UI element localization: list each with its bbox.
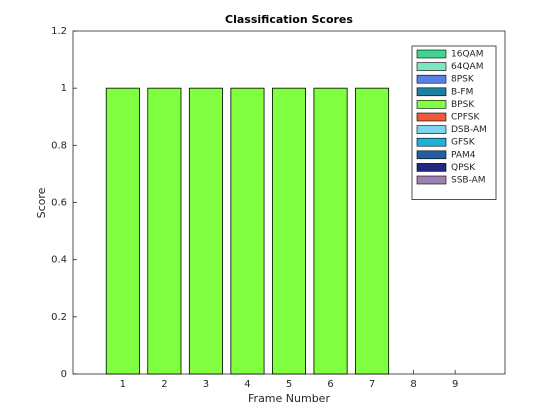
legend-swatch [416, 175, 447, 185]
legend-box [411, 45, 497, 201]
y-axis-label: Score [35, 187, 48, 218]
x-axis-label: Frame Number [248, 392, 330, 405]
chart-title: Classification Scores [225, 13, 353, 26]
bar-segment [313, 87, 348, 375]
y-tick-label: 0.4 [51, 255, 67, 266]
legend-label: CPFSK [451, 113, 480, 123]
legend-label: PAM4 [451, 150, 476, 160]
legend-label: 16QAM [451, 50, 483, 60]
legend-swatch [416, 62, 447, 71]
bar-segment [105, 87, 140, 375]
bar-segment [147, 87, 182, 375]
x-tick-label: 4 [244, 379, 250, 390]
legend-swatch [416, 87, 447, 97]
x-tick-label: 6 [327, 379, 333, 390]
legend-swatch [416, 137, 447, 147]
legend-swatch [416, 74, 447, 84]
legend-label: QPSK [451, 163, 476, 173]
bar-segment [230, 87, 265, 375]
legend-swatch [416, 150, 447, 160]
bar-segment [271, 87, 307, 375]
y-tick-label: 0.2 [51, 312, 67, 323]
legend-swatch [416, 163, 447, 172]
legend-swatch [416, 49, 447, 59]
y-tick-label: 1.2 [51, 26, 67, 37]
y-tick-label: 0.8 [51, 140, 67, 151]
legend-label: GFSK [451, 138, 476, 148]
legend-swatch [416, 100, 447, 109]
y-tick-label: 0 [61, 369, 67, 380]
legend-swatch [416, 125, 447, 134]
legend-label: B-FM [451, 87, 473, 97]
x-tick-label: 5 [286, 379, 292, 390]
legend-label: 64QAM [451, 62, 483, 72]
x-tick-label: 8 [410, 379, 416, 390]
x-tick-label: 9 [452, 379, 458, 390]
bar-segment [355, 87, 390, 375]
x-tick-label: 1 [120, 379, 126, 390]
y-tick-label: 0.6 [51, 198, 67, 209]
x-tick-label: 2 [161, 379, 167, 390]
legend-label: BPSK [451, 100, 475, 110]
legend-label: SSB-AM [451, 176, 486, 186]
bar-segment [188, 87, 223, 375]
legend-label: DSB-AM [451, 125, 487, 135]
legend-label: 8PSK [451, 75, 475, 85]
x-tick-label: 7 [369, 379, 375, 390]
legend-swatch [416, 112, 447, 122]
y-tick-label: 1 [61, 83, 67, 94]
x-tick-label: 3 [203, 379, 209, 390]
